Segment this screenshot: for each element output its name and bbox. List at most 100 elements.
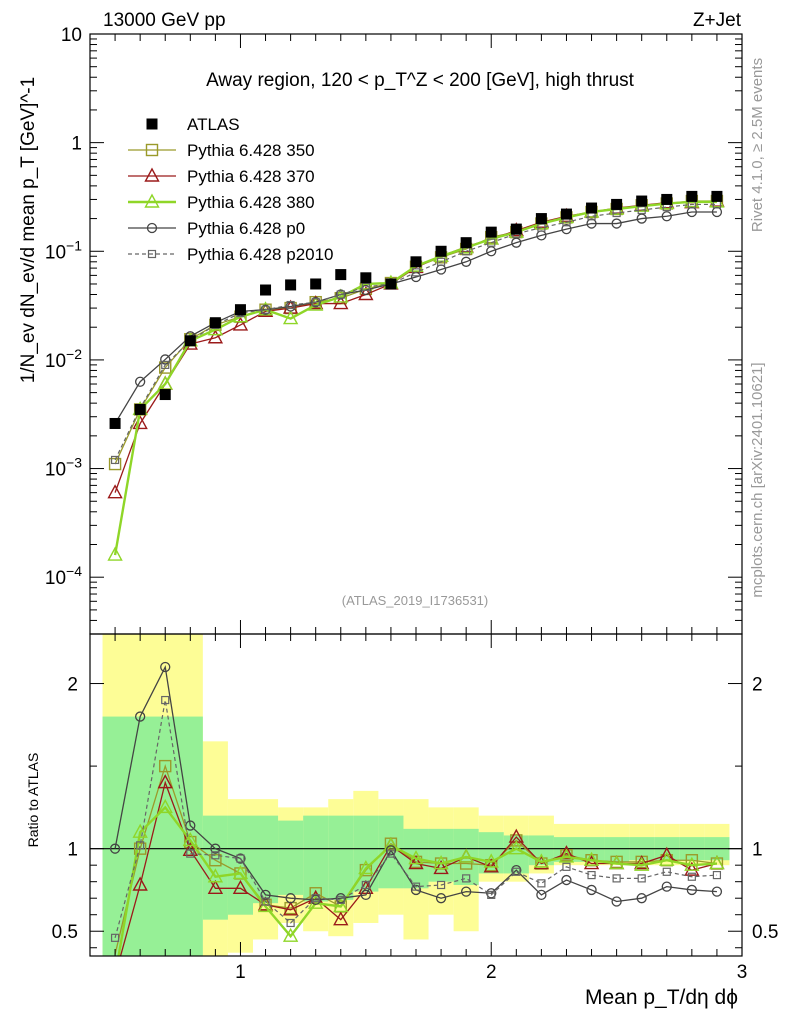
ratio-point	[558, 848, 575, 863]
data-point	[108, 457, 122, 471]
ratio-point	[408, 850, 424, 865]
ratio-point	[207, 868, 224, 883]
ratio-point	[207, 879, 224, 894]
ratio-series-p2010	[110, 695, 722, 942]
band-green	[604, 837, 630, 862]
ratio-point	[558, 845, 575, 860]
ratio-point	[486, 888, 497, 899]
legend-entry: ATLAS	[146, 115, 240, 134]
series-p2010	[110, 200, 722, 465]
ratio-point	[487, 890, 496, 900]
data-point	[486, 246, 497, 257]
ratio-point	[583, 851, 600, 866]
legend-label: Pythia 6.428 350	[187, 141, 315, 160]
data-point	[535, 213, 547, 225]
ratio-point	[282, 927, 299, 942]
data-point	[310, 278, 322, 290]
ratio-point	[608, 855, 625, 870]
ratio-point	[110, 933, 120, 942]
ratio-point	[561, 874, 572, 886]
ratio-point	[335, 893, 346, 904]
ratio-point	[184, 835, 197, 849]
ratio-point	[182, 831, 198, 847]
data-point	[286, 300, 295, 310]
ratio-y-tick-label: 1	[67, 840, 78, 861]
ratio-point	[587, 870, 596, 880]
legend-label: Pythia 6.428 370	[187, 167, 315, 186]
y-tick-label: 1	[71, 134, 82, 155]
ratio-point	[160, 661, 171, 673]
data-point	[157, 375, 173, 390]
ratio-point	[336, 895, 345, 904]
legend-marker	[145, 143, 159, 157]
ratio-point	[709, 855, 725, 870]
band-green	[328, 815, 354, 900]
chart-title: Away region, 120 < p_T^Z < 200 [GeV], hi…	[206, 70, 635, 91]
data-point	[361, 282, 370, 292]
data-point	[261, 305, 270, 314]
data-point	[360, 284, 371, 296]
data-point	[636, 213, 647, 224]
y-tick-label: 10−3	[45, 455, 82, 481]
data-point	[661, 211, 672, 222]
ratio-point	[461, 886, 472, 897]
ratio-point	[136, 841, 145, 850]
y-tick-label: 10−2	[45, 346, 82, 372]
data-point	[411, 268, 421, 277]
series-p370	[107, 192, 725, 499]
rivet-label: Rivet 4.1.0, ≥ 2.5M events	[749, 58, 766, 232]
y-tick-label: 10	[61, 25, 82, 46]
data-point	[487, 238, 496, 247]
ratio-point	[687, 872, 696, 881]
mcplots-label: mcplots.cern.ch [arXiv:2401.10621]	[749, 362, 766, 597]
ratio-y-tick-label-right: 2	[752, 675, 763, 696]
x-tick-label: 3	[737, 962, 748, 983]
data-point	[661, 193, 673, 205]
ratio-point	[411, 882, 421, 891]
data-point	[611, 218, 622, 229]
data-point	[209, 317, 221, 329]
data-point	[461, 256, 472, 267]
data-point	[184, 335, 196, 347]
ratio-point	[311, 894, 320, 903]
ratio-point	[157, 774, 173, 789]
ratio-point	[637, 874, 646, 883]
data-point	[586, 218, 597, 229]
ratio-point	[161, 695, 170, 705]
ratio-point	[636, 893, 647, 904]
data-point	[160, 354, 171, 365]
ratio-y-axis-label: Ratio to ATLAS	[25, 753, 41, 848]
ratio-uncertainty-bands	[102, 634, 730, 956]
ratio-line	[114, 699, 717, 938]
ratio-point	[511, 864, 522, 876]
legend-label: Pythia 6.428 p2010	[187, 245, 334, 264]
chart-watermark: (ATLAS_2019_I1736531)	[342, 593, 488, 608]
ratio-point	[186, 849, 195, 858]
data-point	[410, 256, 422, 268]
data-point	[110, 455, 120, 465]
header-right: Z+Jet	[693, 10, 742, 31]
ratio-point	[611, 896, 622, 907]
series-atlas	[109, 190, 723, 429]
y-tick-label: 10−4	[45, 563, 82, 589]
data-point	[636, 195, 648, 207]
ratio-point	[360, 889, 371, 901]
ratio-point	[232, 879, 249, 894]
x-tick-label: 1	[235, 962, 246, 983]
ratio-point	[261, 897, 270, 906]
ratio-point	[236, 854, 245, 863]
band-green	[253, 815, 279, 904]
legend-label: ATLAS	[187, 115, 240, 134]
data-point	[360, 272, 372, 284]
legend-entry: Pythia 6.428 380	[128, 193, 315, 212]
data-point	[260, 284, 272, 296]
ratio-point	[533, 853, 550, 868]
ratio-point	[686, 884, 697, 896]
ratio-point	[458, 848, 474, 863]
legend-marker	[146, 118, 158, 130]
y-tick-label: 10−1	[45, 237, 82, 263]
data-point	[135, 376, 146, 387]
ratio-point	[109, 843, 121, 854]
data-point	[285, 279, 297, 291]
